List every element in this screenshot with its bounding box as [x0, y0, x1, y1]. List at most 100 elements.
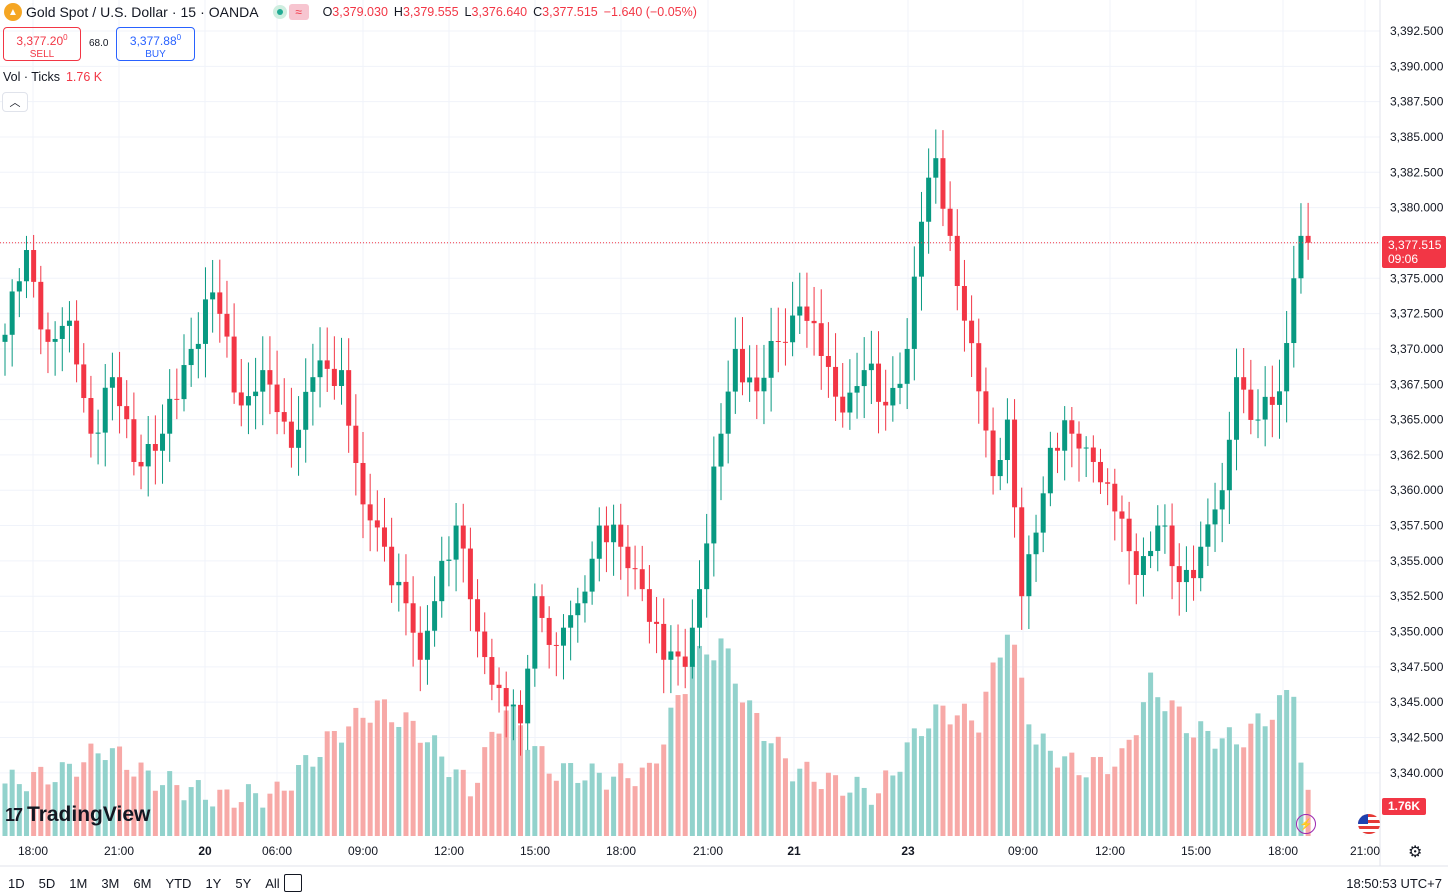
- candle-body: [532, 596, 538, 669]
- volume-bar: [303, 755, 309, 836]
- candle-body: [52, 338, 58, 342]
- volume-bar: [618, 763, 624, 836]
- symbol-name[interactable]: Gold Spot: [26, 4, 89, 20]
- volume-bar: [883, 770, 889, 836]
- candle-body: [704, 543, 710, 590]
- candle-body: [152, 444, 158, 451]
- volume-bar: [926, 728, 932, 836]
- data-type-wave-icon[interactable]: ≈: [288, 4, 309, 20]
- buy-button[interactable]: 3,377.880 BUY: [116, 27, 195, 61]
- x-axis-tick-label: 21: [787, 844, 801, 858]
- candle-body: [117, 377, 123, 407]
- volume-bar: [460, 769, 466, 836]
- broker-label[interactable]: OANDA: [208, 4, 259, 20]
- volume-bar: [1155, 697, 1161, 836]
- candle-body: [797, 306, 803, 316]
- y-axis-tick-label: 3,360.000: [1390, 483, 1444, 497]
- volume-bar: [145, 770, 151, 836]
- range-1d[interactable]: 1D: [8, 876, 25, 891]
- candle-body: [138, 461, 144, 467]
- candle-body: [310, 377, 316, 392]
- range-all[interactable]: All: [265, 876, 280, 891]
- range-ytd[interactable]: YTD: [165, 876, 192, 891]
- candle-body: [833, 366, 839, 397]
- candle-body: [632, 568, 638, 570]
- tradingview-logo[interactable]: 17 TradingView: [5, 803, 150, 827]
- candle-body: [775, 340, 781, 342]
- range-1y[interactable]: 1Y: [205, 876, 222, 891]
- candle-body: [1133, 551, 1139, 576]
- candle-body: [954, 235, 960, 287]
- y-axis-tick-label: 3,370.000: [1390, 342, 1444, 356]
- volume-bar: [797, 768, 803, 836]
- last-price-value: 3,377.515: [1388, 238, 1442, 252]
- volume-bar: [983, 691, 989, 836]
- candle-body: [682, 656, 688, 667]
- candle-body: [489, 657, 495, 685]
- range-5y[interactable]: 5Y: [235, 876, 252, 891]
- volume-bar: [1234, 744, 1240, 836]
- us-flag-event-icon[interactable]: [1358, 814, 1380, 834]
- candle-body: [45, 329, 51, 342]
- volume-bar: [446, 777, 452, 836]
- volume-bar: [260, 807, 266, 836]
- high-value: 3,379.555: [402, 5, 459, 19]
- volume-bar: [539, 746, 545, 836]
- candle-body: [81, 364, 87, 399]
- candle-body: [482, 631, 488, 658]
- candle-body: [883, 401, 889, 406]
- candle-body: [675, 651, 681, 657]
- candle-body: [59, 325, 65, 339]
- settings-gear-icon[interactable]: ⚙: [1408, 844, 1423, 861]
- volume-bar: [761, 740, 767, 836]
- volume-bar: [324, 731, 330, 836]
- candle-body: [560, 627, 566, 646]
- volume-bar: [510, 704, 516, 836]
- lightning-event-icon[interactable]: ⚡: [1296, 814, 1316, 834]
- volume-bar: [403, 712, 409, 836]
- volume-bar: [1097, 756, 1103, 836]
- candle-body: [1219, 490, 1225, 510]
- candle-body: [1140, 556, 1146, 576]
- quote-currency[interactable]: U.S. Dollar: [100, 4, 168, 20]
- candle-body: [1176, 566, 1182, 583]
- last-volume-label: 1.76K: [1382, 798, 1426, 815]
- interval-label[interactable]: 15: [180, 4, 197, 20]
- candle-body: [303, 391, 309, 430]
- candle-body: [1083, 447, 1089, 449]
- volume-bar: [940, 705, 946, 836]
- volume-bar: [661, 744, 667, 836]
- range-1m[interactable]: 1M: [69, 876, 88, 891]
- y-axis-tick-label: 3,352.500: [1390, 589, 1444, 603]
- candle-body: [317, 360, 323, 378]
- candle-body: [1119, 511, 1125, 519]
- candle-body: [1055, 447, 1061, 451]
- range-6m[interactable]: 6M: [133, 876, 152, 891]
- market-open-status-icon[interactable]: [272, 5, 287, 19]
- volume-bar: [560, 763, 566, 836]
- y-axis-tick-label: 3,342.500: [1390, 731, 1444, 745]
- sell-price: 3,377.20: [16, 34, 64, 48]
- sell-button[interactable]: 3,377.200 SELL: [3, 27, 81, 61]
- calendar-goto-date-icon[interactable]: [284, 874, 302, 892]
- candle-body: [732, 348, 738, 392]
- y-axis-tick-label: 3,387.500: [1390, 95, 1444, 109]
- candle-body: [381, 527, 387, 547]
- volume-bar: [947, 724, 953, 836]
- candle-body: [1191, 569, 1197, 579]
- close-value: 3,377.515: [542, 5, 598, 19]
- candle-body: [231, 336, 237, 393]
- candle-body: [1062, 420, 1068, 451]
- candle-body: [1284, 343, 1290, 392]
- candle-body: [1076, 433, 1082, 449]
- volume-bar: [331, 731, 337, 836]
- candle-body: [1019, 507, 1025, 597]
- collapse-legend-button[interactable]: ︿: [2, 92, 28, 112]
- volume-bar: [876, 793, 882, 836]
- range-5d[interactable]: 5D: [38, 876, 56, 891]
- volume-legend[interactable]: Vol · Ticks 1.76 K: [3, 70, 102, 84]
- clock-timezone[interactable]: 18:50:53 UTC+7: [1346, 876, 1442, 891]
- candle-body: [739, 348, 745, 383]
- range-3m[interactable]: 3M: [101, 876, 120, 891]
